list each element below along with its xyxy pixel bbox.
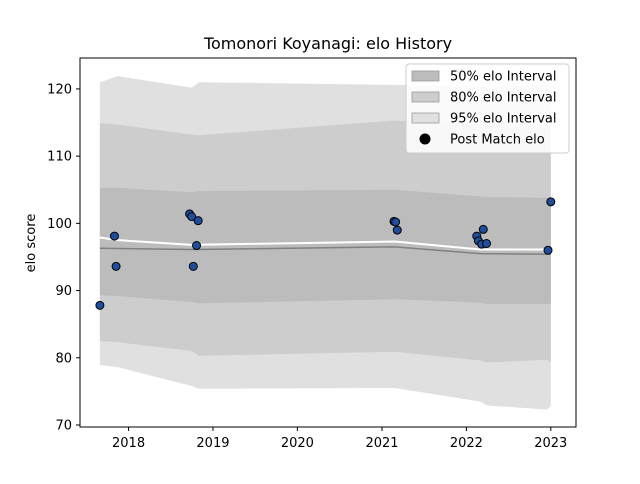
x-tick-label: 2018 — [112, 436, 145, 451]
legend-label: 80% elo Interval — [450, 91, 557, 106]
legend-box — [405, 63, 570, 154]
post-match-elo-point — [193, 216, 203, 226]
post-match-elo-point — [187, 212, 197, 222]
legend-label: 50% elo Interval — [450, 70, 557, 85]
plot-area — [95, 76, 556, 410]
legend: 50% elo Interval 80% elo Interval 95% elo … — [405, 63, 570, 154]
median-line — [99, 246, 551, 256]
y-tick-label: 80 — [55, 351, 72, 366]
x-tick-label: 2023 — [534, 436, 567, 451]
legend-label: Post Match elo — [450, 133, 545, 148]
post-match-elo-point — [482, 239, 492, 249]
legend-swatch-95 — [411, 112, 440, 124]
y-tick-label: 120 — [47, 82, 72, 97]
legend-label: 95% elo Interval — [450, 112, 557, 127]
post-match-elo-point — [111, 261, 121, 271]
post-match-elo-point — [543, 245, 553, 255]
axes: 70 80 90 100 110 120 2018 2019 2020 2021 2022 2023 — [47, 57, 577, 451]
y-tick-label: 100 — [47, 217, 72, 232]
y-tick-label: 70 — [55, 418, 72, 433]
post-match-elo-point — [478, 224, 488, 234]
band-50 — [99, 187, 551, 304]
post-match-elo-point — [192, 241, 202, 251]
chart-title: Tomonori Koyanagi: elo History — [203, 34, 452, 53]
post-match-elo-point — [391, 217, 401, 227]
post-match-elo-point — [546, 197, 556, 207]
legend-swatch-80 — [411, 91, 440, 103]
post-match-elo-point — [392, 225, 402, 235]
post-match-elo-point — [95, 300, 105, 310]
x-tick-label: 2019 — [196, 436, 229, 451]
plot-frame — [79, 57, 577, 428]
y-axis-label: elo score — [24, 214, 39, 273]
legend-marker-post-match — [419, 133, 431, 145]
legend-swatch-50 — [411, 70, 440, 82]
y-tick-label: 90 — [55, 284, 72, 299]
post-match-elo-point — [188, 261, 198, 271]
post-match-elo-point — [109, 231, 119, 241]
x-tick-label: 2022 — [450, 436, 483, 451]
y-tick-label: 110 — [47, 150, 72, 165]
x-tick-label: 2020 — [281, 436, 314, 451]
x-tick-label: 2021 — [365, 436, 398, 451]
